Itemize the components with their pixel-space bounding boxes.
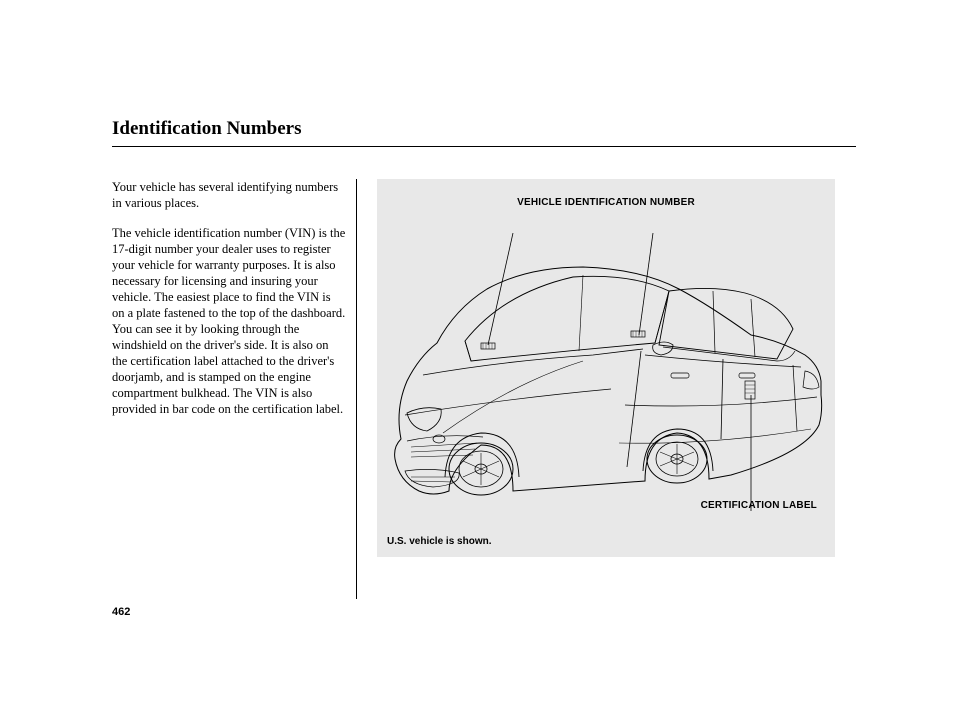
vin-label: VEHICLE IDENTIFICATION NUMBER [377, 197, 835, 208]
vehicle-diagram: VEHICLE IDENTIFICATION NUMBER CERTIFICAT… [377, 179, 835, 557]
paragraph-1: Your vehicle has several identifying num… [112, 179, 346, 211]
us-vehicle-note: U.S. vehicle is shown. [387, 536, 491, 547]
vertical-divider [356, 179, 357, 599]
content-row: Your vehicle has several identifying num… [112, 179, 856, 599]
body-text-column: Your vehicle has several identifying num… [112, 179, 356, 599]
figure-column: VEHICLE IDENTIFICATION NUMBER CERTIFICAT… [365, 179, 856, 599]
page-number: 462 [112, 606, 130, 618]
page-title: Identification Numbers [112, 118, 856, 147]
car-illustration [383, 233, 829, 519]
paragraph-2: The vehicle identification number (VIN) … [112, 225, 346, 417]
